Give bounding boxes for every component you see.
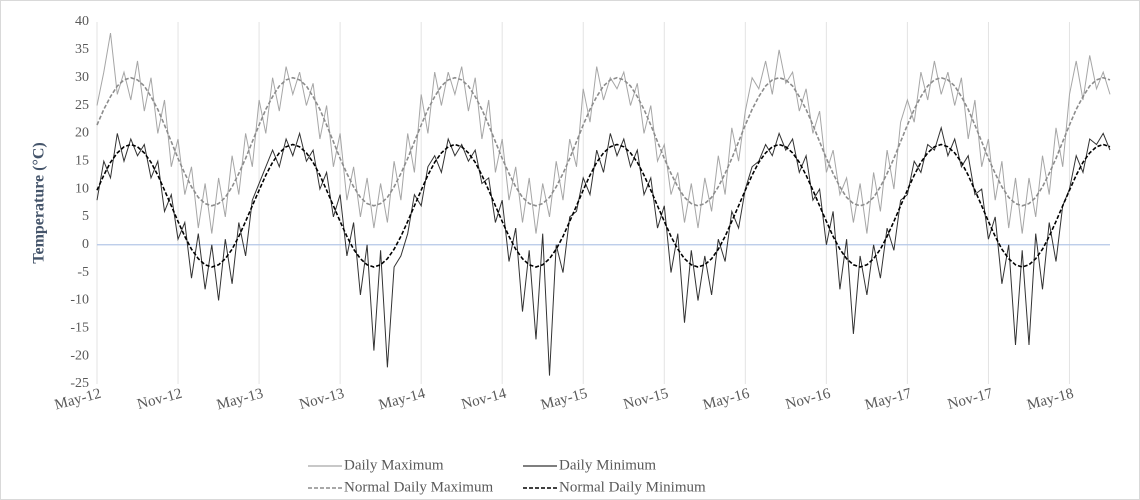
y-tick-label: -5	[77, 265, 89, 280]
y-axis-label: Temperature (°C)	[31, 142, 48, 263]
y-tick-label: 40	[75, 14, 89, 29]
y-tick-label: -25	[70, 376, 89, 391]
y-tick-label: 25	[75, 98, 89, 113]
legend-label: Normal Daily Maximum	[344, 479, 493, 495]
y-tick-label: 20	[75, 126, 89, 141]
series-line	[96, 143, 1111, 268]
y-tick-label: 10	[75, 181, 89, 196]
y-tick-label: 15	[75, 153, 89, 168]
series-line	[96, 76, 1111, 207]
y-tick-label: -20	[70, 348, 89, 363]
y-tick-label: 5	[82, 209, 89, 224]
y-tick-label: -10	[70, 293, 89, 308]
y-tick-label: 30	[75, 70, 89, 85]
y-tick-label: -15	[70, 321, 89, 336]
series-line	[96, 33, 1111, 234]
legend-label: Daily Minimum	[559, 457, 656, 473]
y-tick-label: 35	[75, 42, 89, 57]
legend-label: Daily Maximum	[344, 457, 444, 473]
series-line	[96, 125, 1111, 376]
y-tick-label: 0	[82, 237, 89, 252]
legend-label: Normal Daily Minimum	[559, 479, 706, 495]
